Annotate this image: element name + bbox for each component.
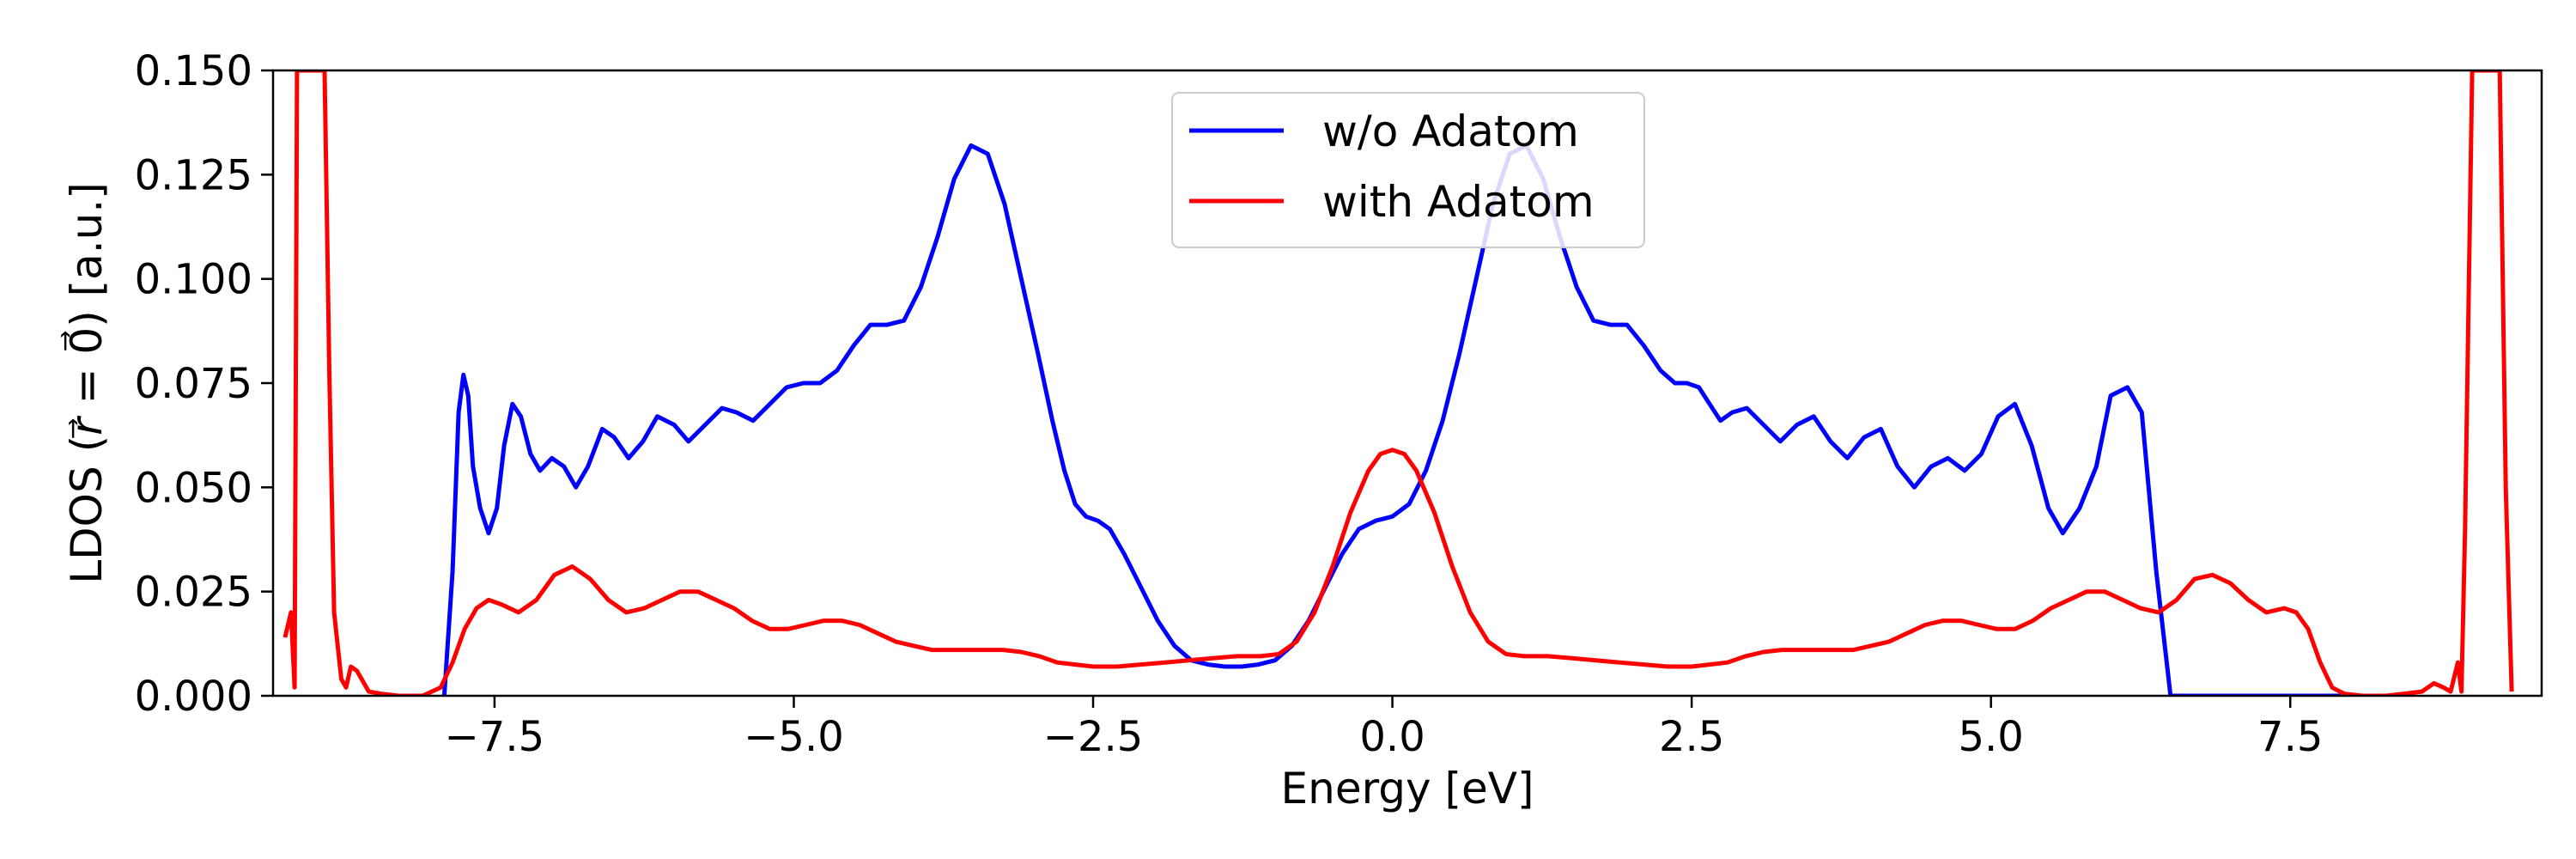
x-tick-label: 0.0: [1359, 713, 1425, 761]
legend-label-with-adatom: with Adatom: [1322, 177, 1595, 227]
x-tick-label: 5.0: [1958, 713, 2023, 761]
series-line-0: [441, 143, 2341, 696]
series-line-1: [283, 70, 2514, 696]
y-tick-label: 0.150: [135, 47, 252, 95]
x-tick-label: 7.5: [2257, 713, 2323, 761]
y-tick-label: 0.075: [135, 360, 252, 408]
y-tick-label: 0.025: [135, 569, 252, 617]
y-axis-title: LDOS (r⃗ = 0⃗) [a.u.]: [61, 182, 112, 583]
x-tick-label: −5.0: [744, 713, 844, 761]
legend: w/o Adatom with Adatom: [1171, 92, 1645, 248]
series-layer: [283, 70, 2514, 696]
y-axis: 0.000 0.025 0.050 0.075 0.100 0.125 0.150: [135, 47, 273, 721]
y-tick-label: 0.000: [135, 673, 252, 721]
legend-label-w-o-adatom: w/o Adatom: [1322, 107, 1579, 156]
y-tick-label: 0.050: [135, 464, 252, 512]
x-tick-label: 2.5: [1659, 713, 1724, 761]
y-tick-label: 0.125: [135, 151, 252, 199]
x-axis-title: Energy [eV]: [1281, 764, 1534, 813]
y-tick-label: 0.100: [135, 256, 252, 304]
x-axis: −7.5 −5.0 −2.5 0.0 2.5 5.0 7.5: [445, 696, 2323, 761]
x-tick-label: −7.5: [445, 713, 545, 761]
legend-frame: [1171, 92, 1645, 248]
x-tick-label: −2.5: [1043, 713, 1144, 761]
